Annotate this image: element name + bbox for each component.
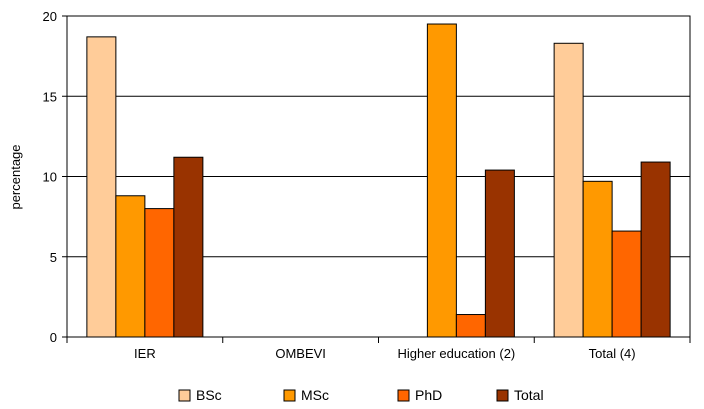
bar-phd-0: [144, 208, 175, 338]
bar-msc-2: [426, 23, 457, 338]
bar-total-2: [484, 169, 515, 338]
legend: BSc MSc PhD Total: [178, 387, 544, 403]
bar-total-0: [173, 156, 204, 338]
y-tick-label: 15: [43, 89, 57, 104]
x-tick-label: OMBEVI: [275, 346, 326, 361]
legend-label-phd: PhD: [415, 387, 442, 403]
x-tick-label: IER: [134, 346, 156, 361]
bar-total-3: [640, 161, 671, 338]
legend-swatch-phd: [397, 389, 410, 402]
legend-swatch-total: [496, 389, 509, 402]
y-tick-label: 10: [43, 170, 57, 185]
bar-msc-0: [115, 195, 146, 338]
bars: [86, 23, 671, 338]
legend-swatch-msc: [283, 389, 296, 402]
y-tick-label: 5: [50, 250, 57, 265]
y-axis-label: percentage: [8, 144, 23, 209]
x-tick-label: Higher education (2): [397, 346, 515, 361]
bar-phd-2: [455, 314, 486, 338]
legend-label-bsc: BSc: [196, 387, 222, 403]
y-tick-label: 0: [50, 330, 57, 345]
legend-swatch-bsc: [178, 389, 191, 402]
bar-bsc-0: [86, 36, 117, 338]
y-tick-label: 20: [43, 9, 57, 24]
axes: [62, 15, 691, 343]
x-tick-label: Total (4): [589, 346, 636, 361]
bar-msc-3: [582, 180, 613, 338]
legend-label-total: Total: [514, 387, 544, 403]
y-tick-labels: 0 5 10 15 20: [43, 9, 57, 345]
x-tick-labels: IER OMBEVI Higher education (2) Total (4): [134, 346, 636, 361]
bar-phd-3: [611, 230, 642, 338]
bar-bsc-3: [553, 42, 584, 338]
legend-label-msc: MSc: [301, 387, 329, 403]
